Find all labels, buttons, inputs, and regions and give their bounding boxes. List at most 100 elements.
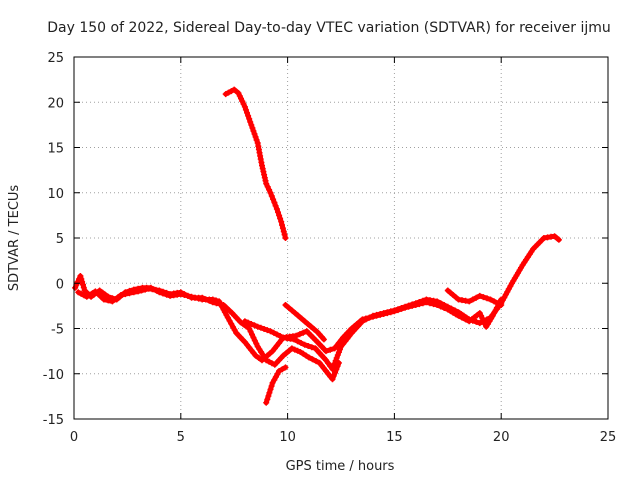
data-point bbox=[160, 288, 166, 295]
data-point bbox=[278, 218, 285, 225]
y-tick-label: 10 bbox=[47, 187, 64, 202]
y-tick-label: 5 bbox=[56, 232, 64, 247]
data-point bbox=[251, 130, 258, 137]
data-point bbox=[224, 314, 231, 321]
data-point bbox=[334, 363, 341, 370]
data-point bbox=[473, 294, 480, 301]
data-point bbox=[412, 302, 419, 308]
data-point bbox=[138, 287, 145, 294]
series-high-segment bbox=[222, 86, 289, 241]
data-point bbox=[264, 396, 271, 403]
data-point bbox=[332, 369, 338, 376]
x-tick-label: 10 bbox=[279, 430, 296, 445]
data-point bbox=[276, 212, 283, 219]
data-point bbox=[333, 354, 340, 361]
y-tick-label: -10 bbox=[43, 368, 64, 383]
data-point bbox=[231, 86, 238, 93]
data-point bbox=[217, 301, 223, 308]
data-point bbox=[298, 340, 305, 346]
y-tick-label: 20 bbox=[47, 96, 64, 111]
data-point bbox=[271, 199, 278, 206]
data-point bbox=[466, 298, 473, 305]
grid-lines bbox=[74, 57, 608, 419]
data-point bbox=[268, 383, 275, 390]
data-point bbox=[288, 307, 295, 314]
data-point bbox=[270, 329, 277, 336]
data-point bbox=[301, 318, 308, 325]
data-point bbox=[285, 304, 292, 311]
data-point bbox=[257, 324, 264, 331]
y-tick-label: -15 bbox=[43, 413, 64, 428]
data-point bbox=[323, 348, 329, 355]
data-point bbox=[282, 364, 289, 371]
series-rise-segment bbox=[282, 302, 327, 343]
data-point bbox=[280, 228, 287, 235]
data-point bbox=[80, 281, 86, 288]
data-point bbox=[254, 323, 261, 330]
data-point bbox=[455, 312, 462, 319]
data-point bbox=[276, 368, 283, 374]
data-point bbox=[268, 193, 275, 199]
data-point bbox=[202, 296, 209, 303]
data-point bbox=[398, 305, 405, 312]
data-point bbox=[130, 289, 137, 296]
data-point bbox=[250, 127, 257, 134]
data-point bbox=[329, 376, 336, 383]
data-point bbox=[288, 345, 295, 352]
data-point bbox=[245, 319, 252, 326]
data-point bbox=[282, 302, 289, 308]
data-point bbox=[311, 326, 318, 333]
data-point bbox=[281, 231, 288, 238]
data-point bbox=[491, 298, 498, 305]
data-point bbox=[462, 316, 469, 323]
series-upper-branch bbox=[241, 296, 505, 355]
data-point bbox=[391, 308, 398, 315]
data-point bbox=[249, 331, 255, 338]
data-point bbox=[253, 137, 260, 143]
chart-title: Day 150 of 2022, Sidereal Day-to-day VTE… bbox=[47, 20, 611, 36]
data-point bbox=[291, 346, 298, 353]
data-point bbox=[327, 346, 334, 353]
data-point bbox=[184, 292, 191, 299]
y-tick-label: 0 bbox=[56, 277, 64, 292]
data-point bbox=[395, 307, 401, 314]
data-point bbox=[245, 112, 252, 119]
data-point bbox=[494, 300, 501, 307]
data-point bbox=[362, 315, 369, 322]
data-point bbox=[416, 301, 423, 308]
y-tick-label: -5 bbox=[51, 323, 64, 338]
x-tick-label: 0 bbox=[70, 430, 78, 445]
data-point bbox=[320, 336, 327, 343]
data-point bbox=[380, 311, 387, 317]
data-point bbox=[334, 352, 341, 359]
data-point bbox=[135, 288, 142, 295]
data-point bbox=[304, 321, 311, 327]
data-point bbox=[294, 338, 301, 345]
data-point bbox=[270, 196, 277, 203]
data-point bbox=[476, 292, 483, 299]
data-point bbox=[252, 133, 259, 140]
data-point bbox=[100, 296, 107, 303]
data-point bbox=[292, 310, 299, 317]
data-point bbox=[261, 326, 268, 332]
data-point bbox=[177, 289, 184, 296]
data-point bbox=[298, 315, 305, 322]
data-point bbox=[80, 284, 87, 291]
data-point bbox=[370, 313, 376, 320]
x-tick-label: 20 bbox=[493, 430, 510, 445]
data-point bbox=[255, 354, 262, 361]
data-point bbox=[244, 109, 250, 116]
data-point bbox=[335, 359, 342, 366]
data-point bbox=[228, 320, 235, 327]
data-point bbox=[333, 366, 340, 373]
data-point bbox=[105, 297, 112, 304]
data-point bbox=[118, 292, 124, 298]
y-tick-label: 25 bbox=[47, 51, 64, 66]
data-point bbox=[213, 300, 220, 307]
series-main-trace bbox=[72, 233, 562, 373]
data-point bbox=[377, 311, 384, 318]
y-tick-label: 15 bbox=[47, 142, 64, 157]
data-point bbox=[469, 296, 476, 303]
data-point bbox=[277, 333, 284, 339]
data-point bbox=[555, 236, 562, 243]
